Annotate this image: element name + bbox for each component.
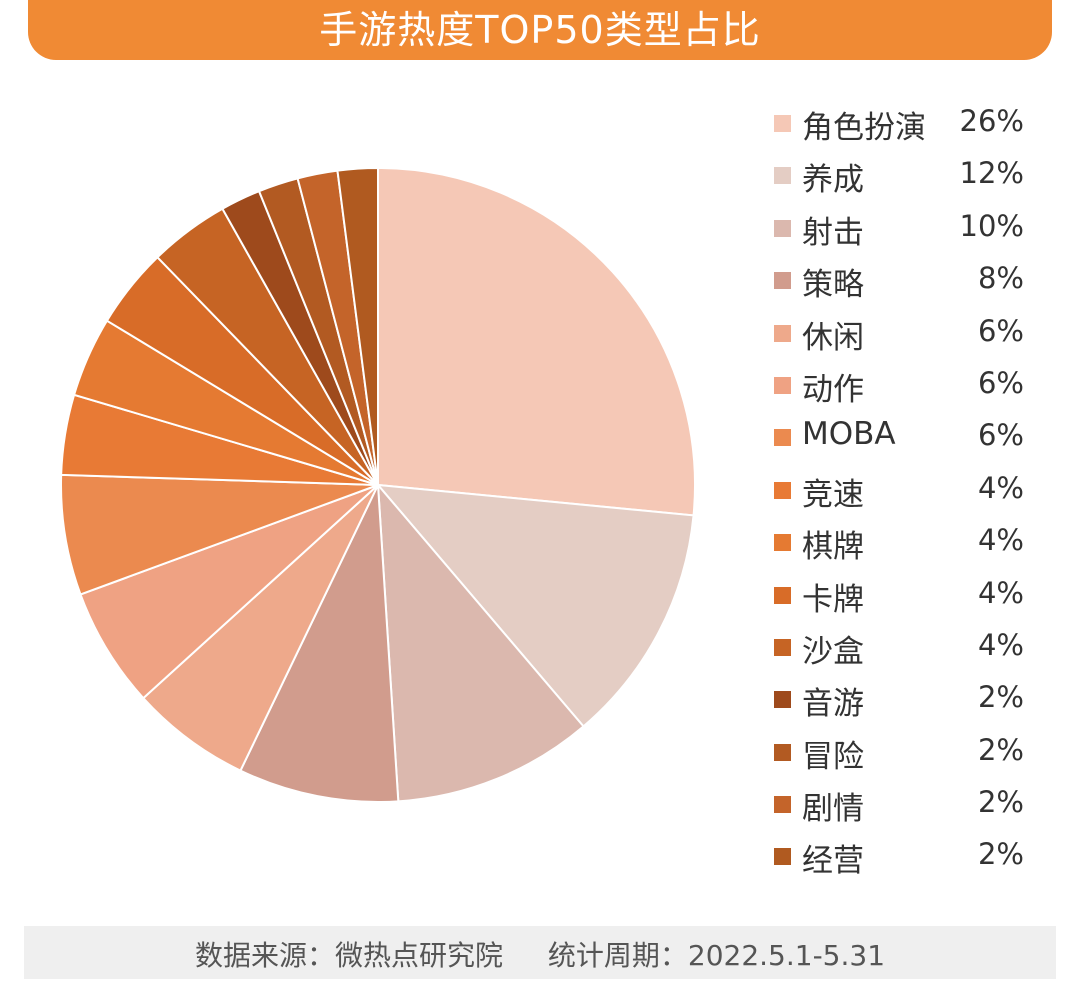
legend-label: 棋牌 [802, 529, 864, 566]
legend-value: 6% [977, 365, 1024, 400]
stat-period-text: 统计周期：2022.5.1-5.31 [547, 939, 886, 972]
legend-swatch [774, 848, 791, 866]
legend-value: 2% [977, 785, 1024, 820]
chart-title-banner: 手游热度TOP50类型占比 [28, 0, 1052, 60]
legend-item: 动作 6% [770, 360, 1030, 412]
legend-value: 12% [959, 156, 1024, 191]
legend-item: 角色扮演 26% [770, 98, 1030, 150]
legend-swatch [774, 481, 791, 499]
chart-legend: 角色扮演 26% 养成 12% 射击 10% 策略 8% 休闲 6% 动作 6% MOBA 6% 竞速 4% 棋… [770, 98, 1030, 884]
data-source-text: 数据来源：微热点研究院 [194, 939, 503, 972]
legend-item: MOBA 6% [770, 412, 1030, 464]
pie-slice-7 [60, 473, 379, 596]
legend-value: 2% [977, 837, 1024, 872]
legend-item: 策略 8% [770, 255, 1030, 307]
legend-label: 冒险 [802, 738, 864, 775]
legend-value: 6% [977, 313, 1024, 348]
legend-label: 剧情 [802, 791, 864, 828]
legend-swatch [774, 534, 791, 552]
legend-item: 冒险 2% [770, 727, 1030, 779]
legend-label: 竞速 [802, 476, 864, 513]
legend-value: 2% [977, 732, 1024, 767]
pie-slice-1 [377, 166, 696, 517]
legend-item: 音游 2% [770, 674, 1030, 726]
legend-label: 策略 [802, 267, 864, 304]
legend-item: 养成 12% [770, 150, 1030, 202]
legend-value: 6% [977, 418, 1024, 453]
legend-label: 射击 [802, 214, 864, 251]
legend-value: 4% [977, 575, 1024, 610]
legend-item: 竞速 4% [770, 465, 1030, 517]
chart-title: 手游热度TOP50类型占比 [319, 8, 761, 52]
legend-swatch [774, 429, 791, 447]
pie-slice-6 [79, 484, 379, 700]
legend-label: 角色扮演 [802, 110, 926, 146]
legend-item: 剧情 2% [770, 779, 1030, 831]
legend-item: 棋牌 4% [770, 517, 1030, 569]
pie-slice-2 [375, 483, 695, 728]
legend-swatch [774, 167, 791, 185]
legend-item: 卡牌 4% [770, 570, 1030, 622]
legend-value: 10% [959, 208, 1024, 243]
legend-swatch [774, 219, 791, 237]
pie-slice-3 [376, 482, 585, 803]
pie-slice-15 [336, 166, 379, 486]
legend-swatch [774, 638, 791, 656]
legend-value: 8% [977, 261, 1024, 296]
legend-label: 动作 [802, 371, 864, 408]
pie-slice-5 [141, 484, 379, 772]
legend-swatch [774, 691, 791, 709]
legend-label: 沙盒 [802, 633, 864, 670]
legend-value: 4% [977, 523, 1024, 558]
legend-item: 射击 10% [770, 203, 1030, 255]
legend-label: 休闲 [802, 319, 864, 356]
legend-label: 音游 [802, 686, 864, 723]
legend-swatch [774, 376, 791, 394]
pie-slice-4 [239, 481, 400, 803]
legend-item: 休闲 6% [770, 308, 1030, 360]
legend-label: 养成 [802, 162, 864, 199]
legend-swatch [774, 743, 791, 761]
legend-value: 4% [977, 470, 1024, 505]
legend-label: 卡牌 [802, 581, 864, 618]
legend-value: 26% [959, 104, 1024, 138]
legend-swatch [774, 796, 791, 814]
legend-swatch [774, 324, 791, 342]
legend-swatch [774, 115, 791, 132]
legend-value: 2% [977, 680, 1024, 715]
legend-label: 经营 [802, 843, 864, 880]
legend-swatch [774, 272, 791, 290]
legend-item: 沙盒 4% [770, 622, 1030, 674]
footer-bar: 数据来源：微热点研究院 统计周期：2022.5.1-5.31 [24, 926, 1056, 979]
legend-swatch [774, 586, 791, 604]
legend-label: MOBA [802, 416, 896, 453]
legend-item: 经营 2% [770, 831, 1030, 883]
legend-value: 4% [977, 627, 1024, 662]
